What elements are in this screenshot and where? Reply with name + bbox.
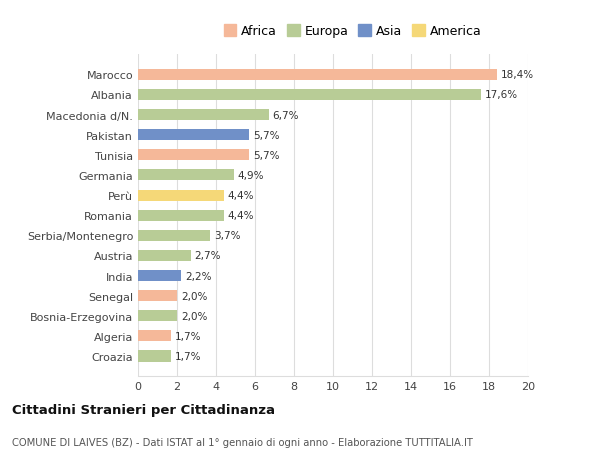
Bar: [138, 210, 224, 221]
Text: 4,4%: 4,4%: [228, 190, 254, 201]
Bar: [138, 90, 481, 101]
Text: 2,0%: 2,0%: [181, 291, 207, 301]
Bar: [138, 150, 249, 161]
Bar: [138, 170, 233, 181]
Text: 5,7%: 5,7%: [253, 151, 280, 161]
Bar: [138, 190, 224, 201]
Bar: [138, 311, 177, 322]
Bar: [138, 70, 497, 81]
Bar: [138, 250, 191, 262]
Bar: [138, 270, 181, 281]
Bar: [138, 351, 171, 362]
Text: 5,7%: 5,7%: [253, 130, 280, 140]
Bar: [138, 110, 269, 121]
Text: 4,9%: 4,9%: [238, 171, 264, 180]
Text: 3,7%: 3,7%: [214, 231, 241, 241]
Bar: [138, 330, 171, 341]
Legend: Africa, Europa, Asia, America: Africa, Europa, Asia, America: [221, 23, 484, 41]
Bar: [138, 230, 210, 241]
Text: 2,7%: 2,7%: [194, 251, 221, 261]
Text: 17,6%: 17,6%: [485, 90, 518, 100]
Bar: [138, 291, 177, 302]
Text: 6,7%: 6,7%: [272, 110, 299, 120]
Bar: [138, 130, 249, 141]
Text: 2,0%: 2,0%: [181, 311, 207, 321]
Text: 2,2%: 2,2%: [185, 271, 211, 281]
Text: 1,7%: 1,7%: [175, 351, 202, 361]
Text: 1,7%: 1,7%: [175, 331, 202, 341]
Text: 4,4%: 4,4%: [228, 211, 254, 221]
Text: 18,4%: 18,4%: [500, 70, 534, 80]
Text: Cittadini Stranieri per Cittadinanza: Cittadini Stranieri per Cittadinanza: [12, 403, 275, 416]
Text: COMUNE DI LAIVES (BZ) - Dati ISTAT al 1° gennaio di ogni anno - Elaborazione TUT: COMUNE DI LAIVES (BZ) - Dati ISTAT al 1°…: [12, 437, 473, 447]
